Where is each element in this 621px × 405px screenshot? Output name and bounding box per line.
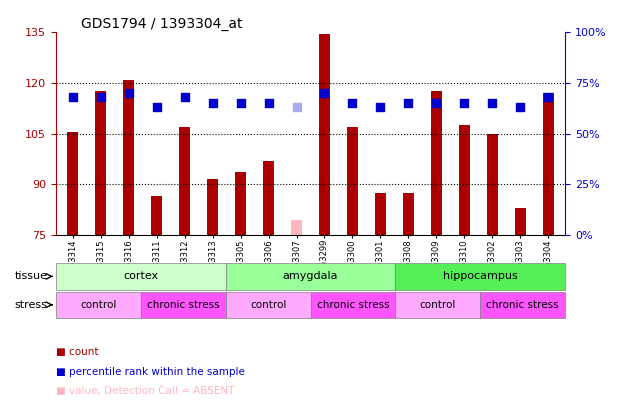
Text: chronic stress: chronic stress <box>147 300 219 310</box>
Text: ■ count: ■ count <box>56 347 98 357</box>
Point <box>404 100 414 107</box>
Bar <box>375 193 386 235</box>
Text: tissue: tissue <box>14 271 47 281</box>
Point <box>460 100 469 107</box>
Text: ■ percentile rank within the sample: ■ percentile rank within the sample <box>56 367 245 377</box>
Bar <box>319 34 330 235</box>
Text: stress: stress <box>15 300 47 310</box>
Bar <box>207 179 218 235</box>
Bar <box>515 208 526 235</box>
Bar <box>235 173 246 235</box>
Bar <box>67 132 78 235</box>
Bar <box>403 193 414 235</box>
Point <box>68 94 78 100</box>
Text: control: control <box>80 300 117 310</box>
Point <box>152 104 161 111</box>
Bar <box>459 125 470 235</box>
Point <box>515 104 525 111</box>
Point <box>487 100 497 107</box>
Point <box>263 100 273 107</box>
Bar <box>179 127 190 235</box>
Point <box>348 100 358 107</box>
Bar <box>543 93 554 235</box>
Point <box>179 94 189 100</box>
Point <box>124 90 134 96</box>
Point <box>291 104 301 111</box>
Point <box>543 94 553 100</box>
Text: chronic stress: chronic stress <box>317 300 389 310</box>
Bar <box>347 127 358 235</box>
Point <box>96 94 106 100</box>
Text: amygdala: amygdala <box>283 271 338 281</box>
Bar <box>263 161 274 235</box>
Point <box>432 100 442 107</box>
Text: chronic stress: chronic stress <box>486 300 559 310</box>
Text: control: control <box>250 300 286 310</box>
Bar <box>291 220 302 235</box>
Text: control: control <box>420 300 456 310</box>
Text: ■ value, Detection Call = ABSENT: ■ value, Detection Call = ABSENT <box>56 386 234 396</box>
Text: cortex: cortex <box>123 271 158 281</box>
Text: hippocampus: hippocampus <box>443 271 518 281</box>
Bar <box>431 92 442 235</box>
Bar <box>123 80 134 235</box>
Bar <box>151 196 162 235</box>
Point <box>320 90 330 96</box>
Bar <box>487 134 498 235</box>
Point <box>235 100 245 107</box>
Text: GDS1794 / 1393304_at: GDS1794 / 1393304_at <box>81 17 243 31</box>
Point <box>376 104 386 111</box>
Bar <box>95 92 106 235</box>
Point <box>207 100 217 107</box>
